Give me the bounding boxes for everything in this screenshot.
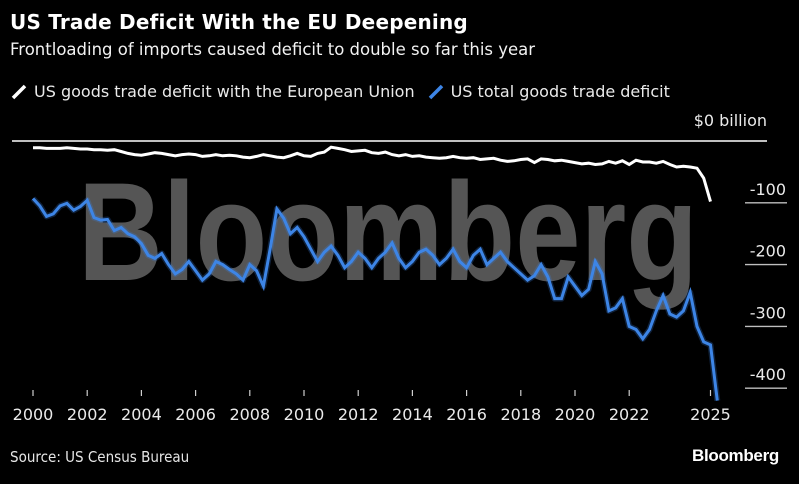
legend-swatch-eu-icon [11,84,27,99]
series-line-eu [33,145,712,203]
x-tick-label: 2008 [229,405,270,424]
y-tick-label: -100 [750,180,786,199]
legend-swatch-total-icon [428,84,443,99]
watermark: Bloomberg [78,153,698,310]
x-tick-label: 2022 [609,405,650,424]
gridlines [12,140,787,389]
x-tick-label: 2020 [555,405,596,424]
legend-label-total: US total goods trade deficit [450,82,670,101]
legend-item-eu: US goods trade deficit with the European… [10,82,415,101]
legend-label-eu: US goods trade deficit with the European… [34,82,415,101]
x-tick-label: 2004 [121,405,162,424]
series-line-total [31,197,719,401]
x-tick-label: 2010 [284,405,325,424]
source-note: Source: US Census Bureau [10,448,190,466]
x-tick-label: 2025 [690,405,731,424]
legend: US goods trade deficit with the European… [10,82,682,101]
chart-title: US Trade Deficit With the EU Deepening [10,10,468,34]
brand-logo: Bloomberg [691,446,779,465]
y-tick-label: -400 [750,365,786,384]
x-tick-label: 2016 [446,405,487,424]
x-tick-label: 2006 [175,405,216,424]
y-tick-label: -200 [750,242,786,261]
x-tick-label: 2002 [67,405,108,424]
x-tick-label: 2012 [338,405,379,424]
series-lines [30,145,721,401]
x-axis-ticks: 2000 2002 2004 2006 2008 2010 2012 2014 2016 2018… [13,390,731,424]
y-axis-ticks: -100 -200 -300 -400 [750,180,786,384]
legend-item-total: US total goods trade deficit [427,82,670,101]
y-axis-unit-label: $0 billion [693,111,767,130]
y-tick-label: -300 [750,303,786,322]
x-tick-label: 2014 [392,405,433,424]
x-tick-label: 2018 [500,405,541,424]
x-tick-label: 2000 [13,405,54,424]
chart-subtitle: Frontloading of imports caused deficit t… [10,40,536,59]
